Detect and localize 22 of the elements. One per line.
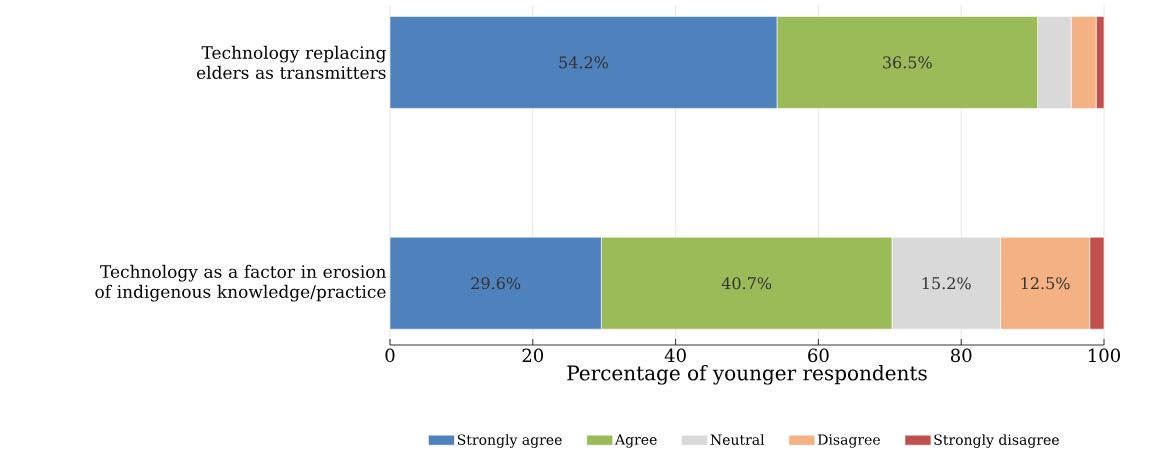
legend-label: Strongly agree — [457, 434, 562, 448]
legend-label: Agree — [614, 434, 657, 448]
x-tick-label: 0 — [385, 348, 395, 363]
bar — [390, 16, 778, 109]
bar — [390, 236, 602, 330]
legend-label: Disagree — [817, 434, 880, 448]
x-tick-label: 40 — [664, 348, 686, 363]
x-tick-label: 80 — [950, 348, 972, 363]
data-label: 36.5% — [883, 56, 932, 69]
legend-label: Neutral — [710, 434, 765, 445]
data-label: 54.2% — [559, 56, 609, 69]
x-tick-label: 100 — [1089, 348, 1120, 363]
x-axis-title: Percentage of younger respondents — [567, 364, 927, 385]
x-tick-label: 20 — [522, 348, 544, 363]
y-tick-label: Technology replacing elders as transmitters — [196, 45, 386, 79]
data-label: 29.6% — [471, 277, 521, 290]
x-tick-label: 60 — [808, 348, 829, 363]
data-label: 40.7% — [721, 277, 772, 290]
y-tick-label: Technology as a factor in erosion of indigenous knowledge/practice — [95, 264, 386, 302]
data-label: 12.5% — [1021, 277, 1070, 290]
data-label: 15.2% — [922, 277, 971, 290]
legend-label: Strongly disagree — [934, 434, 1059, 448]
